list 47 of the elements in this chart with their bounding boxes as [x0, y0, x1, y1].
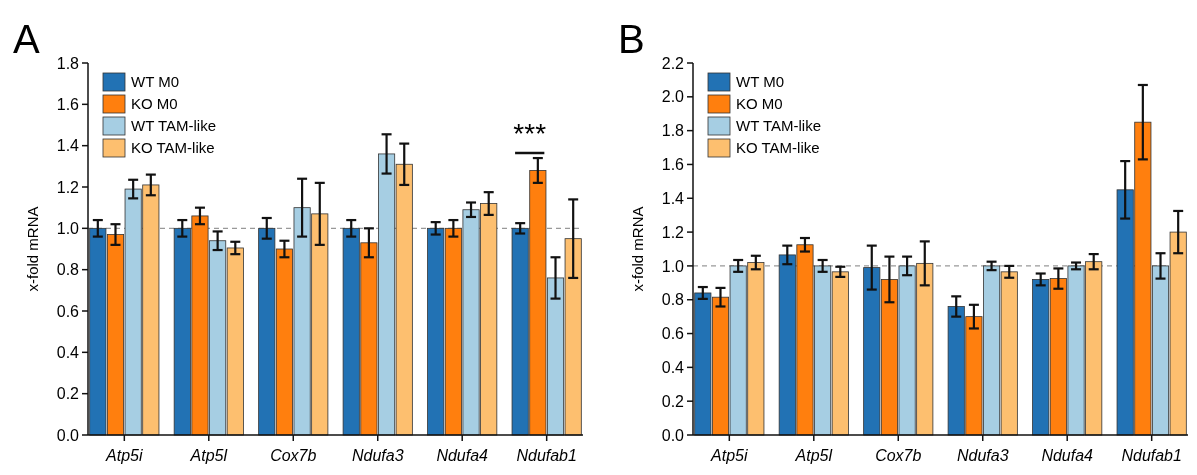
legend-label: KO TAM-like [736, 139, 820, 157]
y-tick-label: 1.6 [56, 95, 80, 113]
y-tick-label: 0.6 [661, 325, 685, 343]
x-tick-label: Ndufab1 [516, 447, 577, 464]
x-tick-label: Atp5l [189, 447, 228, 464]
y-tick-label: 1.8 [56, 54, 80, 72]
x-tick-label: Ndufa3 [351, 447, 404, 464]
y-tick-label: 1.4 [661, 189, 685, 207]
chart-title: A [13, 17, 40, 61]
x-tick-label: Cox7b [875, 447, 922, 464]
y-tick-label: 2.2 [661, 54, 685, 72]
y-tick-label: 1.4 [56, 137, 80, 155]
x-tick-label: Ndufa4 [436, 447, 489, 464]
y-tick-label: 1.0 [56, 219, 80, 237]
x-tick-label: Atp5i [710, 447, 748, 464]
y-tick-label: 1.2 [56, 178, 80, 196]
y-tick-label: 1.6 [661, 156, 685, 174]
x-tick-label: Ndufab1 [1121, 447, 1182, 464]
y-axis-title: x-fold mRNA [629, 206, 646, 292]
x-tick-label: Ndufa3 [956, 447, 1009, 464]
chart-title: B [618, 17, 645, 61]
y-tick-label: 0.0 [56, 426, 80, 444]
x-tick-label: Cox7b [270, 447, 317, 464]
legend-label: KO TAM-like [131, 139, 215, 157]
legend-label: WT TAM-like [131, 117, 216, 135]
x-tick-label: Ndufa4 [1041, 447, 1094, 464]
y-tick-label: 1.2 [661, 223, 685, 241]
y-tick-label: 0.4 [56, 343, 80, 361]
y-tick-label: 1.0 [661, 257, 685, 275]
x-tick-label: Atp5i [105, 447, 143, 464]
y-tick-label: 0.2 [661, 392, 685, 410]
legend-label: WT M0 [131, 73, 180, 91]
y-tick-label: 0.0 [661, 426, 685, 444]
annotation: *** [513, 118, 547, 149]
y-tick-label: 0.8 [56, 261, 80, 279]
y-tick-label: 0.2 [56, 385, 80, 403]
y-tick-label: 0.4 [661, 358, 685, 376]
y-tick-label: 1.8 [661, 122, 685, 140]
y-tick-label: 2.0 [661, 88, 685, 106]
legend-label: KO M0 [736, 95, 783, 113]
y-tick-label: 0.8 [661, 291, 685, 309]
x-tick-label: Atp5l [794, 447, 833, 464]
legend-label: WT TAM-like [736, 117, 821, 135]
y-tick-label: 0.6 [56, 302, 80, 320]
legend-label: WT M0 [736, 73, 785, 91]
legend-label: KO M0 [131, 95, 178, 113]
y-axis-title: x-fold mRNA [24, 206, 41, 292]
